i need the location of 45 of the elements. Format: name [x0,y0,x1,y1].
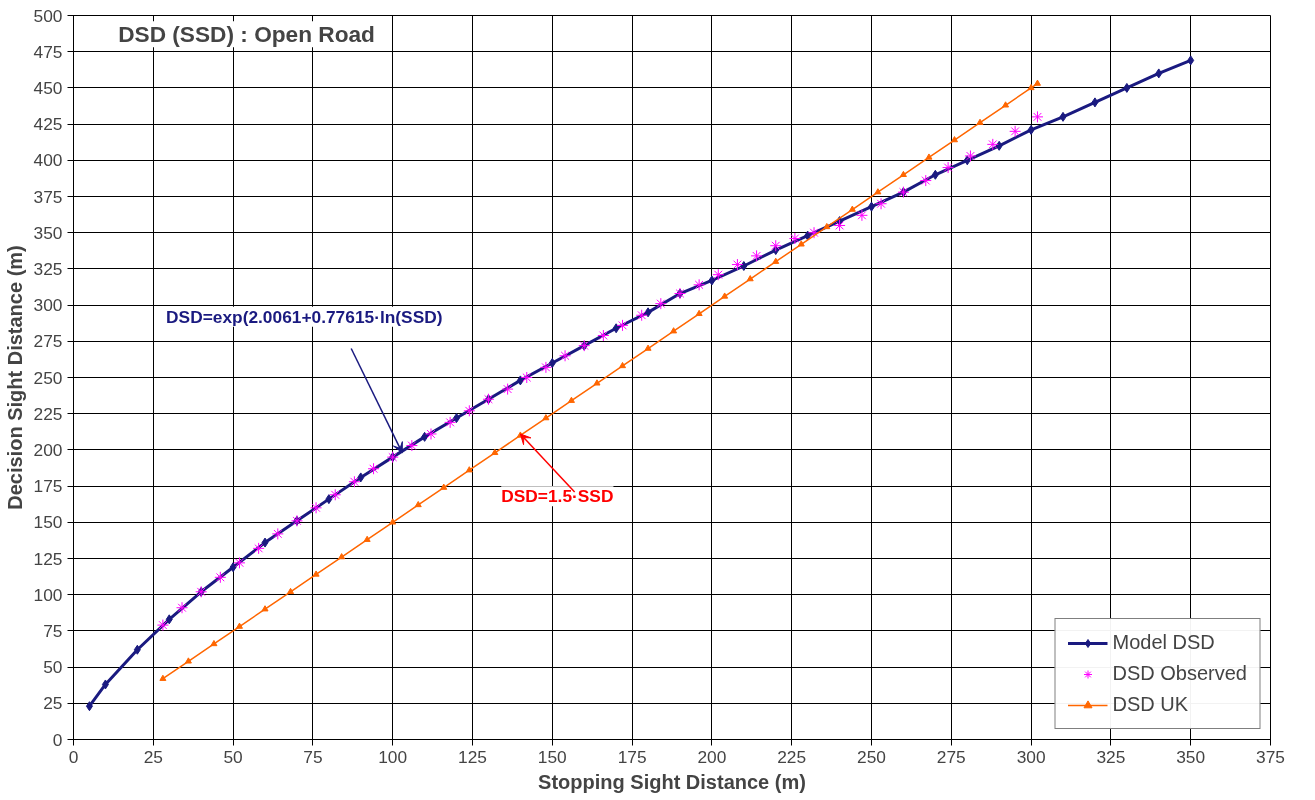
x-tick-label: 75 [303,746,323,767]
y-tick-label: 425 [33,114,63,135]
y-axis-title: Decision Sight Distance (m) [3,245,26,510]
y-tick-label: 375 [33,186,63,207]
y-tick-label: 400 [33,150,63,171]
y-tick-label: 350 [33,222,63,243]
y-tick-label: 325 [33,258,63,279]
x-axis-title: Stopping Sight Distance (m) [538,770,806,793]
y-tick-label: 25 [43,693,63,714]
y-tick-label: 275 [33,331,63,352]
legend-label: Model DSD [1112,631,1215,654]
x-tick-label: 0 [68,746,79,767]
y-tick-label: 125 [33,548,63,569]
y-tick-label: 300 [33,295,63,316]
y-tick-label: 450 [33,77,63,98]
x-tick-label: 250 [857,746,886,767]
x-tick-label: 150 [537,746,567,767]
y-tick-label: 100 [33,584,63,605]
x-tick-label: 175 [617,746,647,767]
y-tick-label: 225 [33,403,63,424]
legend-label: DSD Observed [1112,662,1247,685]
x-tick-label: 375 [1256,746,1285,767]
y-tick-label: 200 [33,439,63,460]
x-tick-label: 100 [378,746,408,767]
x-tick-label: 200 [697,746,727,767]
x-tick-label: 25 [143,746,163,767]
y-tick-label: 150 [33,512,63,533]
legend-label: DSD UK [1112,693,1189,716]
x-tick-label: 125 [458,746,487,767]
x-tick-label: 275 [936,746,966,767]
x-tick-label: 350 [1176,746,1206,767]
y-tick-label: 475 [33,41,63,62]
x-tick-label: 50 [223,746,243,767]
annotation: DSD=exp(2.0061+0.77615·ln(SSD) [166,306,443,327]
y-tick-label: 175 [33,476,63,497]
y-tick-label: 500 [33,5,63,26]
chart-title: DSD (SSD) : Open Road [118,21,375,48]
y-tick-label: 0 [52,729,63,750]
y-tick-label: 50 [43,657,63,678]
y-tick-label: 75 [43,620,63,641]
y-tick-label: 250 [33,367,63,388]
x-tick-label: 225 [777,746,807,767]
x-tick-label: 300 [1016,746,1046,767]
annotation: DSD=1.5·SSD [501,486,614,507]
x-tick-label: 325 [1096,746,1126,767]
